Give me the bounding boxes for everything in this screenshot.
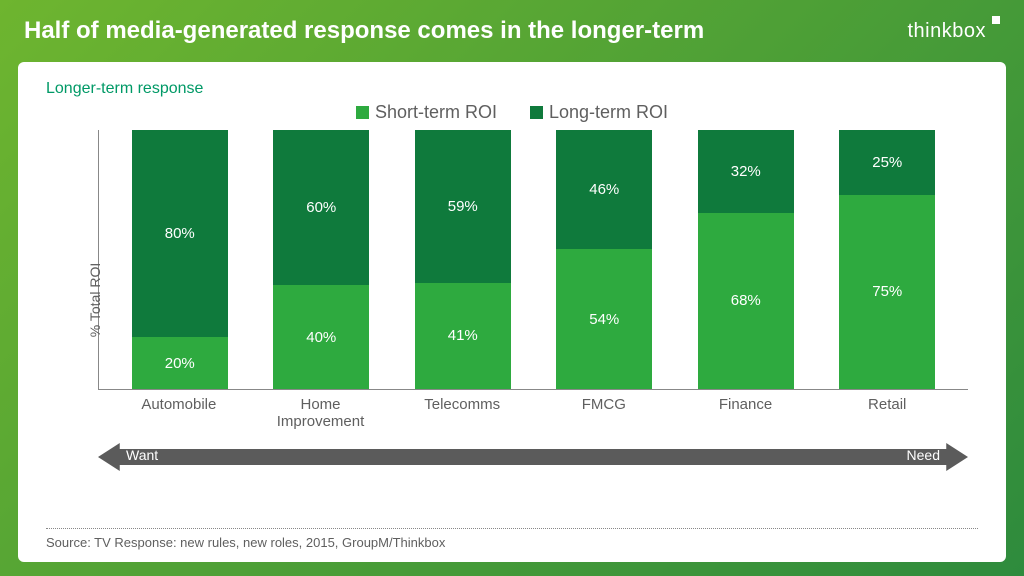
arrow-left-label: Want [126,447,158,463]
plot-area: 80%20% 60%40% 59%41% 46%54% 32%68% 25%75% [98,130,968,390]
legend-swatch-long-term [530,106,543,119]
x-axis-labels: AutomobileHomeImprovementTelecommsFMCGFi… [98,390,968,431]
bar-segment-long-term: 32% [698,130,794,213]
bar-segment-long-term: 60% [273,130,369,285]
bar-segment-short-term: 40% [273,285,369,389]
bar-segment-short-term: 20% [132,337,228,389]
legend-item-short-term: Short-term ROI [356,102,497,123]
brand-square-icon [992,16,1000,24]
brand-text: thinkbox [908,20,987,42]
want-need-arrow: Want Need [98,443,968,471]
x-axis-label: HomeImprovement [250,396,392,431]
brand-logo: thinkbox [908,20,1001,43]
x-axis-label: Telecomms [391,396,533,431]
bar-segment-long-term: 80% [132,130,228,337]
chart-card: Longer-term response Short-term ROI Long… [18,62,1006,562]
bar-slot: 25%75% [817,130,959,389]
source-text: Source: TV Response: new rules, new role… [46,535,978,550]
legend-swatch-short-term [356,106,369,119]
slide-title: Half of media-generated response comes i… [24,17,704,45]
legend-label-long-term: Long-term ROI [549,102,668,123]
bar-slot: 60%40% [251,130,393,389]
stacked-bar: 46%54% [556,130,652,389]
y-axis-label: % Total ROI [87,263,103,337]
bar-slot: 46%54% [534,130,676,389]
bar-segment-long-term: 46% [556,130,652,249]
bar-segment-short-term: 75% [839,195,935,389]
bar-slot: 59%41% [392,130,534,389]
legend: Short-term ROI Long-term ROI [46,102,978,124]
footer-divider [46,528,978,529]
chart-area: % Total ROI 80%20%60%40%59%41%46%54%32%6… [98,130,968,471]
footer: Source: TV Response: new rules, new role… [46,528,978,550]
bar-segment-short-term: 41% [415,283,511,389]
stacked-bar: 32%68% [698,130,794,389]
stacked-bar: 80%20% [132,130,228,389]
double-arrow-icon [98,443,968,471]
x-axis-label: Automobile [108,396,250,431]
bar-slot: 80%20% [109,130,251,389]
bar-segment-short-term: 54% [556,249,652,389]
x-axis-label: Retail [816,396,958,431]
arrow-polygon [98,443,968,471]
bar-segment-short-term: 68% [698,213,794,389]
legend-item-long-term: Long-term ROI [530,102,668,123]
header-bar: Half of media-generated response comes i… [0,0,1024,62]
x-axis-label: FMCG [533,396,675,431]
bar-segment-long-term: 59% [415,130,511,283]
x-axis-label: Finance [675,396,817,431]
legend-label-short-term: Short-term ROI [375,102,497,123]
bar-slot: 32%68% [675,130,817,389]
bar-segment-long-term: 25% [839,130,935,195]
stacked-bar: 59%41% [415,130,511,389]
slide: Half of media-generated response comes i… [0,0,1024,576]
stacked-bar: 25%75% [839,130,935,389]
arrow-right-label: Need [907,447,940,463]
chart-subtitle: Longer-term response [46,80,978,98]
stacked-bar: 60%40% [273,130,369,389]
